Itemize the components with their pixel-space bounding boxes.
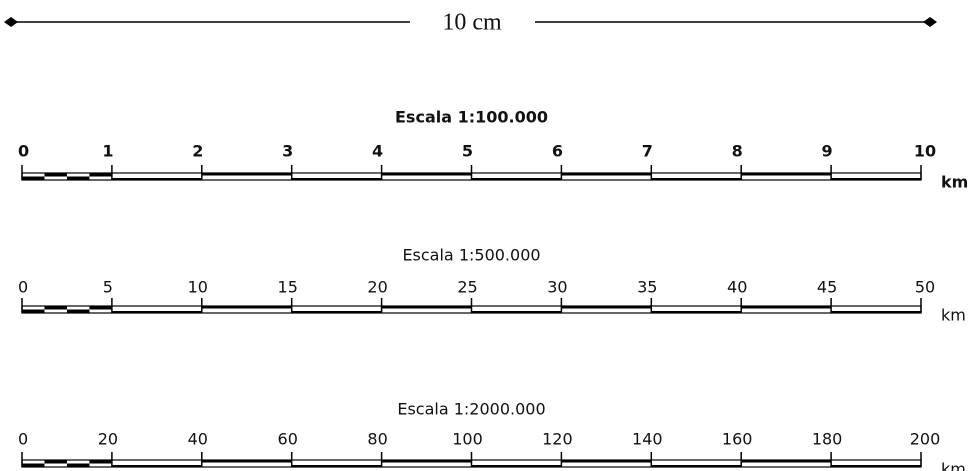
scale-title: Escala 1:500.000 — [402, 246, 540, 265]
scale-segment — [201, 306, 292, 309]
scale-tick-label: 160 — [722, 430, 753, 449]
scale-tick-label: 3 — [282, 142, 293, 161]
scale-unit: km — [941, 460, 966, 471]
scale-segment — [201, 173, 292, 176]
scale-tick-label: 0 — [18, 278, 28, 297]
scale-tick-label: 25 — [457, 278, 477, 297]
scale-tick-label: 40 — [188, 430, 208, 449]
scale-segment — [66, 309, 90, 313]
scale-segment — [831, 465, 921, 468]
scale-tick-label: 10 — [914, 142, 936, 161]
scale-tick-label: 120 — [542, 430, 573, 449]
scale-unit: km — [941, 173, 968, 192]
scale-tick-label: 5 — [103, 278, 113, 297]
scale-segment — [651, 178, 742, 181]
scale-segment — [44, 306, 67, 310]
scale-tick-label: 10 — [188, 278, 208, 297]
scale-tick-label: 20 — [367, 278, 387, 297]
scale-tick-label: 20 — [98, 430, 118, 449]
scale-segment — [44, 460, 67, 464]
scale-segment — [381, 306, 472, 309]
scale-segment — [831, 178, 921, 181]
scale-segment — [89, 460, 112, 464]
scale-tick-label: 1 — [102, 142, 113, 161]
scale-title: Escala 1:2000.000 — [397, 400, 545, 419]
scale-segment — [111, 465, 202, 468]
scale-unit: km — [941, 306, 966, 325]
scale-segment — [201, 460, 292, 463]
scale-tick-label: 200 — [910, 430, 941, 449]
scale-tick-label: 0 — [18, 142, 29, 161]
scale-segment — [381, 173, 472, 176]
scale-segment — [89, 173, 112, 177]
scale-segment — [66, 176, 90, 180]
ruler-end — [4, 17, 18, 27]
scale-segment — [651, 465, 742, 468]
ruler-label: 10 cm — [442, 10, 502, 36]
scale-tick-label: 50 — [915, 278, 935, 297]
scale-tick-label: 8 — [732, 142, 743, 161]
scale-segment — [22, 176, 45, 180]
scale-segment — [89, 306, 112, 310]
scale-segment — [111, 178, 202, 181]
scale-segment — [471, 311, 562, 314]
scale-segment — [561, 173, 652, 176]
scale-segment — [651, 311, 742, 314]
scale-tick-label: 6 — [552, 142, 563, 161]
scale-tick-label: 30 — [547, 278, 567, 297]
scale-segment — [381, 460, 472, 463]
scale-tick-label: 60 — [278, 430, 298, 449]
scale-segment — [741, 173, 832, 176]
scale-tick-label: 2 — [192, 142, 203, 161]
scale-tick-label: 80 — [367, 430, 387, 449]
scale-tick-label: 5 — [462, 142, 473, 161]
scale-segment — [291, 465, 382, 468]
scale-tick-label: 7 — [642, 142, 653, 161]
scale-segment — [22, 309, 45, 313]
scale-tick-label: 9 — [822, 142, 833, 161]
scale-tick-label: 180 — [812, 430, 843, 449]
scale-tick-label: 140 — [632, 430, 663, 449]
scale-segment — [741, 306, 832, 309]
scale-tick-label: 0 — [18, 430, 28, 449]
scale-tick-label: 40 — [727, 278, 747, 297]
scale-segment — [111, 311, 202, 314]
scale-tick-label: 4 — [372, 142, 383, 161]
scale-segment — [741, 460, 832, 463]
scale-segment — [561, 306, 652, 309]
scale-segment — [291, 178, 382, 181]
scale-tick-label: 15 — [278, 278, 298, 297]
scale-segment — [471, 178, 562, 181]
scale-segment — [471, 465, 562, 468]
scale-tick-label: 35 — [637, 278, 657, 297]
scale-segment — [66, 463, 90, 467]
ruler-end — [923, 17, 937, 27]
scale-segment — [22, 463, 45, 467]
scale-segment — [291, 311, 382, 314]
scale-title: Escala 1:100.000 — [395, 108, 548, 127]
scale-segment — [561, 460, 652, 463]
scale-tick-label: 45 — [817, 278, 837, 297]
scale-segment — [831, 311, 921, 314]
scale-tick-label: 100 — [452, 430, 483, 449]
scale-segment — [44, 173, 67, 177]
